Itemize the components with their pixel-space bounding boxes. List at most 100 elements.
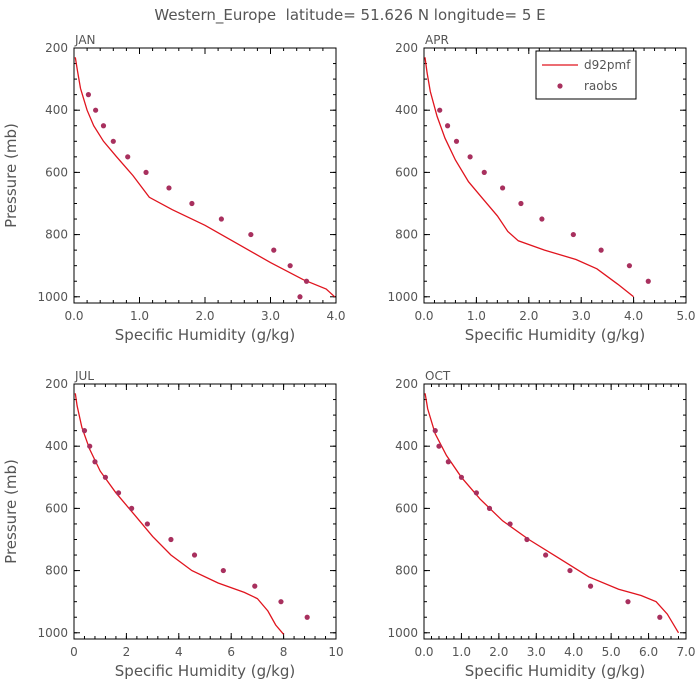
- y-tick-label: 200: [395, 41, 418, 55]
- x-tick-label: 1.0: [452, 645, 471, 659]
- x-tick-label: 6.0: [639, 645, 658, 659]
- x-tick-label: 8: [280, 645, 288, 659]
- y-tick-label: 600: [395, 165, 418, 179]
- panel-jan: 0.0 1.0 2.0 3.0 4.0 200 400 600 800 1000 JAN Specif…: [2, 33, 346, 344]
- y-tick-label: 400: [45, 439, 68, 453]
- figure-title: Western_Europe latitude= 51.626 N longit…: [154, 6, 545, 25]
- x-axis-title: Specific Humidity (g/kg): [115, 326, 295, 344]
- data-point: [252, 583, 258, 589]
- data-point: [444, 123, 451, 129]
- y-tick-label: 400: [395, 103, 418, 117]
- panel-label: APR: [425, 33, 449, 47]
- x-tick-label: 1.0: [467, 309, 486, 323]
- series-line: [74, 393, 285, 635]
- data-point: [432, 428, 438, 434]
- data-point: [110, 138, 116, 144]
- x-tick-label: 5.0: [602, 645, 621, 659]
- data-point: [303, 278, 310, 284]
- x-tick-label: 4.0: [564, 645, 583, 659]
- x-tick-label: 1.0: [130, 309, 149, 323]
- data-point: [166, 185, 172, 191]
- panel-oct: 0.0 1.0 2.0 3.0 4.0 5.0 6.0 7.0 200 400 600 800 1000…: [387, 369, 695, 680]
- data-point: [436, 443, 442, 449]
- data-point: [248, 231, 254, 238]
- legend-point-swatch: [557, 83, 563, 89]
- y-tick-label: 600: [395, 501, 418, 515]
- x-tick-label: 0.0: [64, 309, 83, 323]
- y-tick-label: 800: [45, 228, 68, 242]
- panel-apr: 0.0 1.0 2.0 3.0 4.0 5.0 200 400 600 800 1000 APR Spe…: [387, 33, 695, 344]
- y-tick-label: 800: [395, 564, 418, 578]
- x-tick-label: 0.0: [414, 645, 433, 659]
- y-tick-label: 800: [45, 564, 68, 578]
- panel-label: JUL: [74, 369, 94, 383]
- y-tick-label: 400: [395, 439, 418, 453]
- data-point: [278, 599, 284, 605]
- x-tick-label: 6: [227, 645, 235, 659]
- y-tick-label: 600: [45, 501, 68, 515]
- data-point: [518, 200, 524, 207]
- data-point: [220, 567, 226, 574]
- data-point: [287, 263, 293, 269]
- data-point: [645, 278, 651, 284]
- plot-frame: [73, 47, 337, 304]
- data-point: [507, 521, 513, 527]
- series-line: [424, 57, 635, 298]
- x-tick-label: 10: [328, 645, 343, 659]
- x-axis-title: Specific Humidity (g/kg): [465, 662, 645, 680]
- panel-jul: 0 2 4 6 8 10 200 400 600 800 1000 JUL Specific Humid…: [2, 369, 344, 680]
- data-point: [271, 247, 277, 253]
- data-point: [625, 599, 631, 605]
- y-tick-label: 600: [45, 165, 68, 179]
- plot-frame: [423, 47, 687, 304]
- x-tick-label: 4.0: [624, 309, 643, 323]
- x-axis-title: Specific Humidity (g/kg): [115, 662, 295, 680]
- data-point: [467, 154, 473, 160]
- data-point: [486, 505, 493, 511]
- x-tick-label: 2.0: [519, 309, 538, 323]
- data-point: [297, 294, 303, 300]
- data-point: [218, 216, 224, 222]
- data-point: [93, 107, 99, 113]
- data-point: [524, 536, 530, 543]
- x-tick-label: 2.0: [489, 645, 508, 659]
- data-point: [115, 490, 122, 496]
- y-tick-label: 200: [45, 377, 68, 391]
- data-point: [626, 263, 633, 269]
- data-point: [657, 614, 663, 620]
- x-tick-label: 3.0: [261, 309, 280, 323]
- y-tick-label: 1000: [387, 626, 418, 640]
- x-tick-label: 3.0: [527, 645, 546, 659]
- data-point: [144, 521, 150, 527]
- series-line: [424, 393, 680, 634]
- y-tick-label: 200: [395, 377, 418, 391]
- data-point: [598, 247, 604, 253]
- plot-frame: [73, 383, 337, 640]
- data-point: [539, 216, 545, 222]
- data-point: [304, 614, 310, 620]
- y-axis-title: Pressure (mb): [2, 123, 20, 228]
- y-axis-title: Pressure (mb): [2, 459, 20, 564]
- panel-label: JAN: [74, 33, 96, 47]
- x-tick-label: 2.0: [195, 309, 214, 323]
- x-tick-label: 5.0: [676, 309, 695, 323]
- x-tick-label: 3.0: [572, 309, 591, 323]
- data-point: [473, 490, 479, 496]
- data-point: [87, 443, 93, 449]
- data-point: [543, 552, 549, 558]
- data-point: [587, 583, 594, 589]
- data-point: [168, 536, 174, 543]
- data-point: [458, 474, 465, 480]
- x-tick-label: 0.0: [414, 309, 433, 323]
- y-tick-label: 1000: [37, 626, 68, 640]
- y-tick-label: 1000: [387, 290, 418, 304]
- x-tick-label: 4.0: [326, 309, 345, 323]
- data-point: [189, 200, 195, 207]
- y-tick-label: 400: [45, 103, 68, 117]
- data-point: [445, 459, 451, 465]
- panel-label: OCT: [425, 369, 451, 383]
- data-point: [85, 92, 92, 98]
- data-point: [143, 169, 149, 175]
- y-tick-label: 200: [45, 41, 68, 55]
